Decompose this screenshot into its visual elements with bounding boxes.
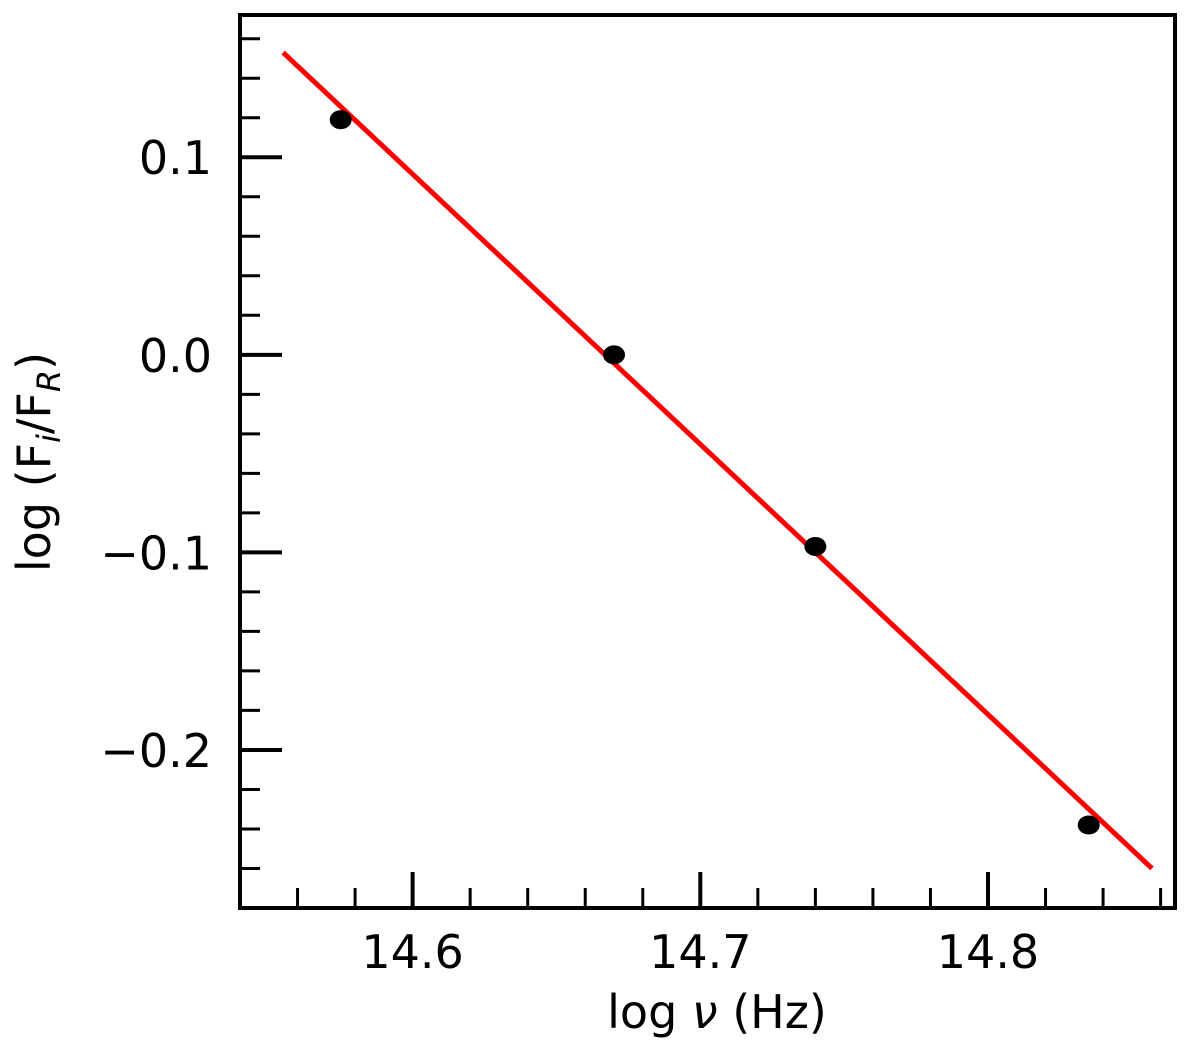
- y-tick-label: −0.1: [100, 526, 212, 580]
- major-ticks: [240, 155, 990, 908]
- y-axis-title-sub-r: R: [30, 370, 68, 392]
- x-axis-title-nu: ν: [692, 985, 718, 1039]
- x-axis-title-suffix: (Hz): [718, 985, 827, 1039]
- data-point: [603, 345, 625, 365]
- plot-frame: [238, 13, 1177, 910]
- y-tick-label: −0.2: [100, 724, 212, 778]
- plot-area-background: [240, 15, 1175, 908]
- y-axis-title-suffix: ): [7, 352, 61, 370]
- y-axis-title-sub-i: i: [30, 434, 68, 443]
- x-tick-label: 14.6: [361, 925, 463, 979]
- data-point: [329, 110, 352, 130]
- x-axis-title: log ν (Hz): [607, 985, 827, 1039]
- x-tick-label: 14.7: [649, 925, 751, 979]
- y-tick-label: 0.0: [139, 329, 212, 383]
- data-point: [1077, 815, 1100, 835]
- y-axis-title-prefix: log (F: [7, 443, 61, 572]
- fit-line: [281, 50, 1154, 871]
- x-axis-title-prefix: log: [607, 985, 692, 1039]
- minor-ticks: [238, 37, 1163, 910]
- series-layer: [281, 50, 1154, 871]
- y-axis-title-mid: /F: [7, 392, 61, 434]
- data-point: [804, 536, 827, 556]
- x-tick-label: 14.8: [937, 925, 1039, 979]
- y-tick-label: 0.1: [139, 131, 212, 185]
- y-axis-title: log (Fi/FR): [7, 352, 68, 572]
- tick-labels: 14.6 14.7 14.8 0.1 0.0 −0.1 −0.2: [100, 131, 1039, 979]
